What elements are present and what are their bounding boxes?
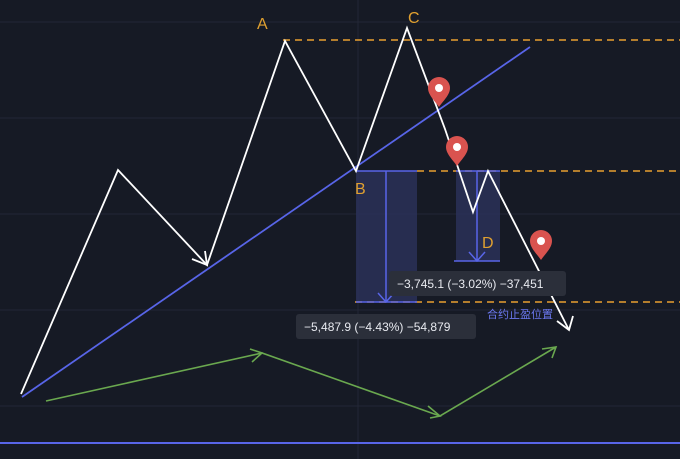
- point-label-d: D: [482, 235, 494, 252]
- point-label-b: B: [355, 181, 366, 198]
- trendline[interactable]: [21, 46, 531, 398]
- price-path[interactable]: [20, 25, 570, 395]
- measure-arrowhead-2: [468, 251, 486, 263]
- take-profit-note: 合约止盈位置: [487, 307, 553, 321]
- point-label-a: A: [257, 16, 268, 33]
- path-end-arrowhead: [556, 315, 574, 332]
- map-pin-icon[interactable]: [428, 77, 450, 107]
- projection-arrowhead: [427, 405, 442, 419]
- measure-readout-1: −5,487.9 (−4.43%) −54,879: [296, 314, 476, 339]
- projection-arrowhead: [249, 348, 264, 363]
- measure-readout-1-text: −5,487.9 (−4.43%) −54,879: [304, 320, 451, 334]
- measure-arrowhead-1: [377, 292, 395, 304]
- measure-readout-2-text: −3,745.1 (−3.02%) −37,451: [397, 277, 544, 291]
- projection-path[interactable]: [45, 346, 557, 417]
- point-label-c: C: [408, 10, 420, 27]
- path-arrowhead: [191, 250, 209, 267]
- measure-readout-2: −3,745.1 (−3.02%) −37,451: [389, 271, 566, 296]
- projection-arrowhead: [541, 346, 558, 359]
- map-pin-icon[interactable]: [530, 230, 552, 260]
- map-pin-icon[interactable]: [446, 136, 468, 166]
